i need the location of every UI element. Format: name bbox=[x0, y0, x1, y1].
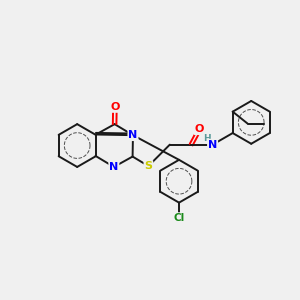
Text: N: N bbox=[109, 162, 119, 172]
Text: O: O bbox=[110, 102, 120, 112]
Text: O: O bbox=[195, 124, 204, 134]
Text: Cl: Cl bbox=[173, 213, 185, 223]
Text: H: H bbox=[203, 134, 211, 142]
Text: S: S bbox=[144, 161, 152, 171]
Text: N: N bbox=[208, 140, 217, 150]
Text: N: N bbox=[128, 130, 138, 140]
